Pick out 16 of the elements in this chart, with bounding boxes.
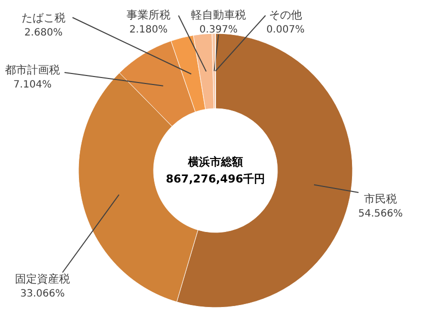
slice-label: 事業所税 — [126, 8, 170, 22]
slice-label: 固定資産税 — [15, 272, 70, 286]
data-label: 0.397% — [199, 24, 238, 36]
data-label: 7.104% — [13, 80, 52, 90]
slice-label: 都市計画税 — [5, 64, 60, 76]
data-label: 33.066% — [20, 288, 65, 300]
data-label: 2.180% — [129, 24, 168, 36]
slice-label: 軽自動車税 — [191, 8, 246, 22]
data-label: 54.566% — [358, 208, 403, 220]
text: 横浜市総額 — [187, 156, 243, 168]
text: 867,276,496千円 — [166, 172, 266, 186]
data-label: 2.680% — [24, 28, 63, 38]
slice-label: その他 — [269, 8, 302, 22]
data-label: 0.007% — [266, 24, 305, 36]
slice-label: 市民税 — [364, 192, 397, 206]
slice-label: たばこ税 — [22, 12, 66, 24]
